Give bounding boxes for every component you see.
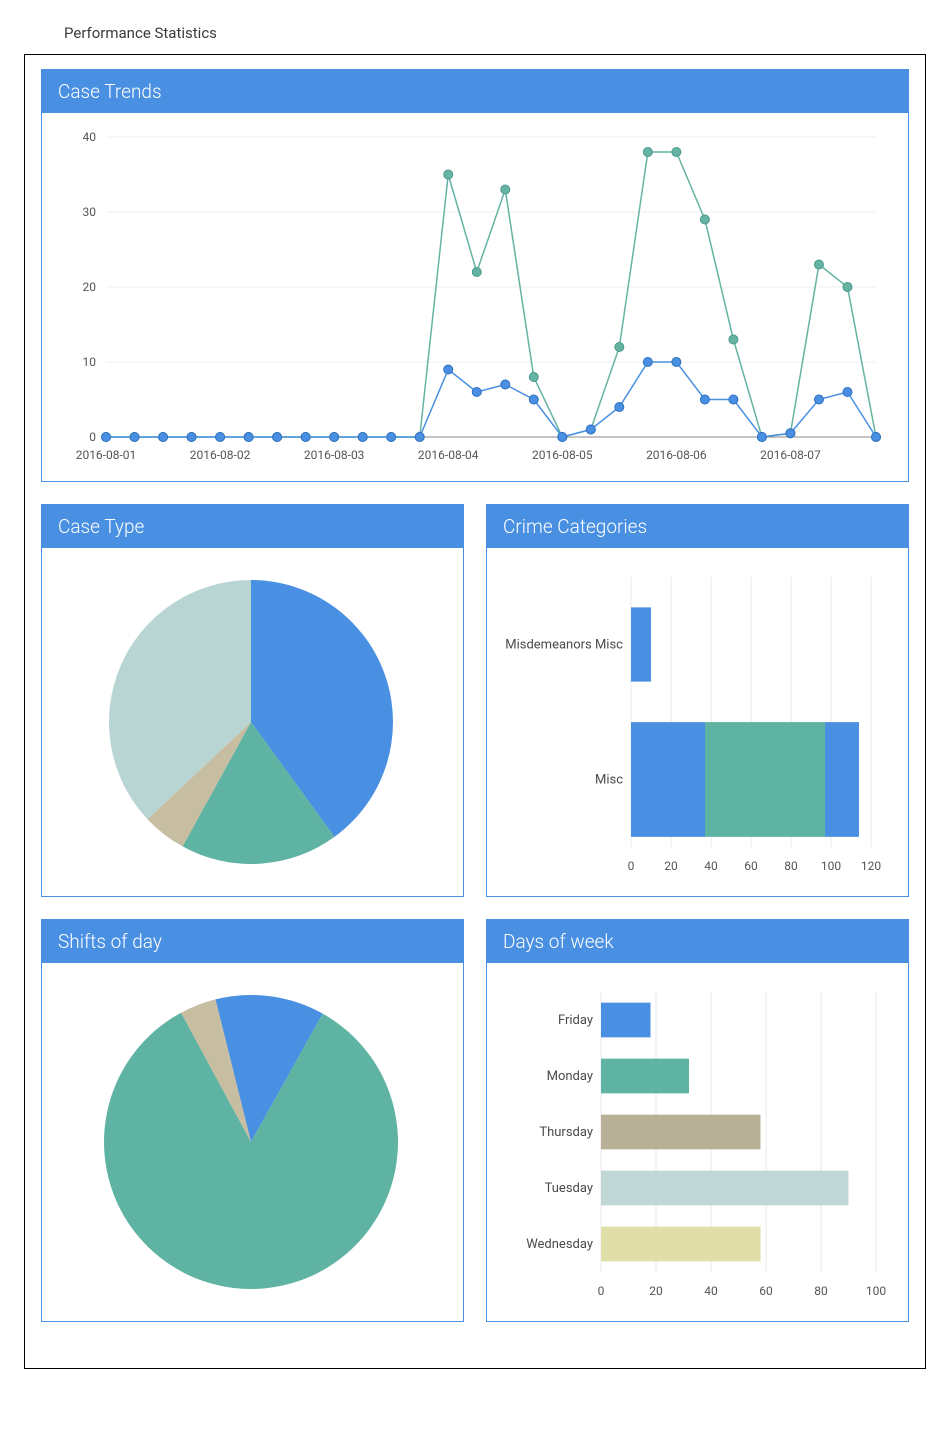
panel-header-case-trends: Case Trends — [42, 70, 908, 113]
svg-text:Friday: Friday — [558, 1013, 593, 1028]
svg-text:80: 80 — [814, 1284, 828, 1298]
panel-body-case-trends: 0 10 20 30 40 2016-08-01 2016-08-02 2016-08-03 2… — [42, 113, 908, 481]
panel-body-crime-categories: 0 20 40 60 80 100 120 Misdemeanors Misc Misc — [487, 548, 908, 896]
svg-text:40: 40 — [704, 859, 718, 873]
dashboard-container: Case Trends 0 10 20 30 40 2016-08-01 2016-08-0… — [24, 54, 926, 1369]
svg-text:60: 60 — [759, 1284, 773, 1298]
svg-text:10: 10 — [83, 355, 97, 369]
panel-body-shifts — [42, 963, 463, 1321]
svg-text:2016-08-02: 2016-08-02 — [190, 448, 251, 462]
svg-text:40: 40 — [83, 130, 97, 144]
panel-header-case-type: Case Type — [42, 505, 463, 548]
svg-text:2016-08-04: 2016-08-04 — [418, 448, 479, 462]
svg-text:80: 80 — [784, 859, 798, 873]
panel-body-days: 0 20 40 60 80 100 Friday Monday Thursday Tuesday W… — [487, 963, 908, 1321]
svg-text:2016-08-01: 2016-08-01 — [76, 448, 137, 462]
svg-text:120: 120 — [861, 859, 881, 873]
chart-crime-categories: 0 20 40 60 80 100 120 Misdemeanors Misc Misc — [501, 562, 891, 882]
svg-text:100: 100 — [821, 859, 841, 873]
svg-text:20: 20 — [664, 859, 678, 873]
svg-text:40: 40 — [704, 1284, 718, 1298]
svg-text:2016-08-06: 2016-08-06 — [646, 448, 707, 462]
svg-text:2016-08-07: 2016-08-07 — [760, 448, 821, 462]
page-title: Performance Statistics — [64, 24, 926, 42]
chart-case-type — [56, 562, 446, 882]
svg-text:20: 20 — [83, 280, 97, 294]
panel-header-shifts: Shifts of day — [42, 920, 463, 963]
panel-case-trends: Case Trends 0 10 20 30 40 2016-08-01 2016-08-0… — [41, 69, 909, 482]
svg-text:100: 100 — [866, 1284, 886, 1298]
svg-text:30: 30 — [83, 205, 97, 219]
svg-text:2016-08-03: 2016-08-03 — [304, 448, 365, 462]
panel-header-crime-categories: Crime Categories — [487, 505, 908, 548]
chart-days: 0 20 40 60 80 100 Friday Monday Thursday Tuesday W… — [501, 977, 891, 1307]
svg-text:Monday: Monday — [547, 1069, 593, 1084]
svg-text:60: 60 — [744, 859, 758, 873]
svg-text:Misdemeanors Misc: Misdemeanors Misc — [505, 638, 623, 653]
svg-text:0: 0 — [89, 430, 96, 444]
svg-text:Tuesday: Tuesday — [545, 1181, 593, 1196]
panel-shifts: Shifts of day — [41, 919, 464, 1322]
svg-text:Misc: Misc — [595, 773, 623, 788]
panel-crime-categories: Crime Categories 0 20 40 60 80 100 120 Misdemea… — [486, 504, 909, 897]
panel-body-case-type — [42, 548, 463, 896]
chart-case-trends: 0 10 20 30 40 2016-08-01 2016-08-02 2016-08-03 2… — [56, 127, 896, 467]
panel-days: Days of week 0 20 40 60 80 100 Friday Monday Thu… — [486, 919, 909, 1322]
svg-text:0: 0 — [628, 859, 635, 873]
panel-case-type: Case Type — [41, 504, 464, 897]
svg-text:Thursday: Thursday — [539, 1125, 593, 1140]
svg-text:Wednesday: Wednesday — [526, 1237, 593, 1252]
svg-text:0: 0 — [598, 1284, 605, 1298]
panel-header-days: Days of week — [487, 920, 908, 963]
chart-shifts — [56, 977, 446, 1307]
svg-text:2016-08-05: 2016-08-05 — [532, 448, 593, 462]
svg-text:20: 20 — [649, 1284, 663, 1298]
